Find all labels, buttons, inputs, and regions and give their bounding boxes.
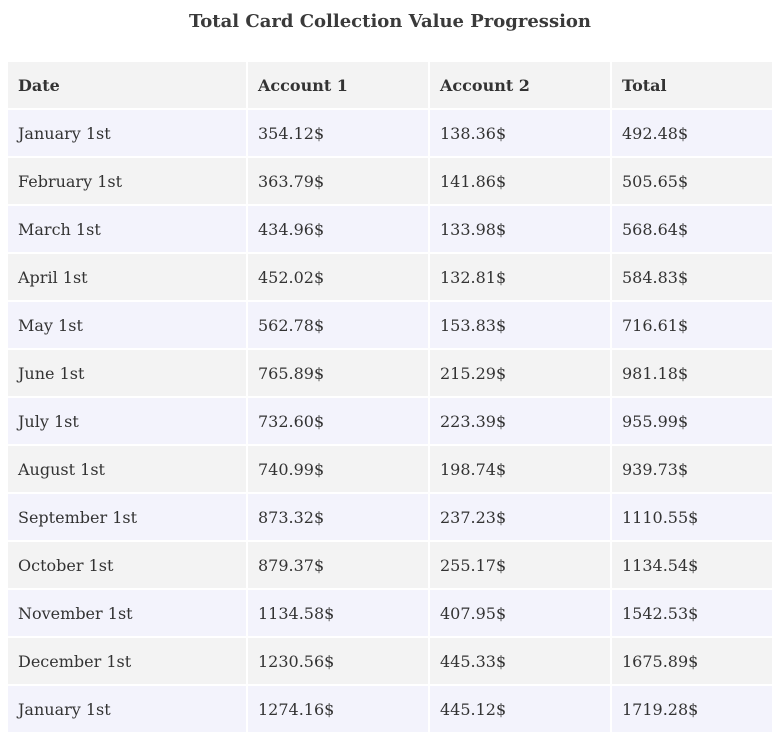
table-row: August 1st 740.99$ 198.74$ 939.73$ [8,446,772,494]
cell-account-1: 562.78$ [248,302,430,350]
cell-account-2: 407.95$ [430,590,612,638]
cell-total: 716.61$ [612,302,772,350]
table-row: February 1st 363.79$ 141.86$ 505.65$ [8,158,772,206]
header-date: Date [8,62,248,110]
cell-total: 568.64$ [612,206,772,254]
table-header: Date Account 1 Account 2 Total [8,62,772,110]
cell-account-1: 1230.56$ [248,638,430,686]
cell-total: 1110.55$ [612,494,772,542]
cell-date: March 1st [8,206,248,254]
cell-account-1: 354.12$ [248,110,430,158]
table-row: January 1st 354.12$ 138.36$ 492.48$ [8,110,772,158]
cell-account-2: 215.29$ [430,350,612,398]
cell-account-2: 198.74$ [430,446,612,494]
table-row: March 1st 434.96$ 133.98$ 568.64$ [8,206,772,254]
cell-date: April 1st [8,254,248,302]
table-row: January 1st 1274.16$ 445.12$ 1719.28$ [8,686,772,734]
value-table: Date Account 1 Account 2 Total January 1… [8,62,772,734]
cell-total: 939.73$ [612,446,772,494]
table-body: January 1st 354.12$ 138.36$ 492.48$ February… [8,110,772,734]
cell-account-2: 153.83$ [430,302,612,350]
table-row: July 1st 732.60$ 223.39$ 955.99$ [8,398,772,446]
cell-account-1: 452.02$ [248,254,430,302]
cell-date: January 1st [8,110,248,158]
cell-account-1: 732.60$ [248,398,430,446]
cell-total: 492.48$ [612,110,772,158]
cell-date: December 1st [8,638,248,686]
cell-total: 1542.53$ [612,590,772,638]
table-row: May 1st 562.78$ 153.83$ 716.61$ [8,302,772,350]
cell-account-1: 873.32$ [248,494,430,542]
cell-account-2: 133.98$ [430,206,612,254]
cell-account-2: 445.33$ [430,638,612,686]
cell-date: January 1st [8,686,248,734]
cell-account-2: 255.17$ [430,542,612,590]
cell-account-2: 132.81$ [430,254,612,302]
cell-account-1: 879.37$ [248,542,430,590]
header-row: Date Account 1 Account 2 Total [8,62,772,110]
cell-total: 981.18$ [612,350,772,398]
table-title: Total Card Collection Value Progression [188,11,592,32]
table-row: December 1st 1230.56$ 445.33$ 1675.89$ [8,638,772,686]
cell-account-2: 138.36$ [430,110,612,158]
cell-date: October 1st [8,542,248,590]
cell-total: 1675.89$ [612,638,772,686]
table-row: April 1st 452.02$ 132.81$ 584.83$ [8,254,772,302]
header-account-2: Account 2 [430,62,612,110]
cell-account-2: 223.39$ [430,398,612,446]
table-row: September 1st 873.32$ 237.23$ 1110.55$ [8,494,772,542]
cell-account-1: 434.96$ [248,206,430,254]
table-row: November 1st 1134.58$ 407.95$ 1542.53$ [8,590,772,638]
cell-date: August 1st [8,446,248,494]
cell-account-1: 765.89$ [248,350,430,398]
cell-account-1: 1274.16$ [248,686,430,734]
cell-total: 1719.28$ [612,686,772,734]
cell-date: June 1st [8,350,248,398]
cell-date: July 1st [8,398,248,446]
cell-date: May 1st [8,302,248,350]
cell-date: February 1st [8,158,248,206]
cell-total: 584.83$ [612,254,772,302]
cell-account-2: 445.12$ [430,686,612,734]
cell-account-2: 237.23$ [430,494,612,542]
cell-total: 1134.54$ [612,542,772,590]
cell-date: September 1st [8,494,248,542]
cell-account-2: 141.86$ [430,158,612,206]
cell-account-1: 740.99$ [248,446,430,494]
cell-total: 505.65$ [612,158,772,206]
cell-account-1: 363.79$ [248,158,430,206]
table-row: October 1st 879.37$ 255.17$ 1134.54$ [8,542,772,590]
cell-date: November 1st [8,590,248,638]
cell-total: 955.99$ [612,398,772,446]
table-row: June 1st 765.89$ 215.29$ 981.18$ [8,350,772,398]
header-total: Total [612,62,772,110]
header-account-1: Account 1 [248,62,430,110]
cell-account-1: 1134.58$ [248,590,430,638]
